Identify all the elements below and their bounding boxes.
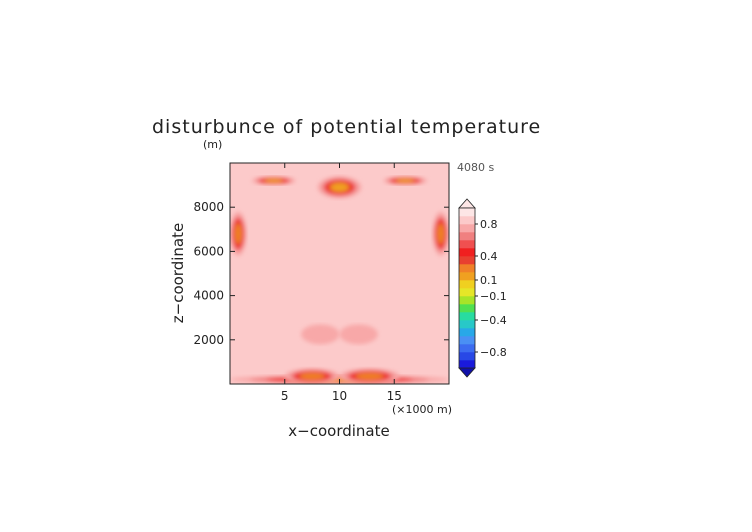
right-side-blob-level <box>437 223 445 244</box>
colorbar-swatch <box>459 208 475 217</box>
bottom-left-blob <box>284 368 340 384</box>
colorbar-swatch <box>459 264 475 273</box>
colorbar-label: −0.1 <box>480 290 507 303</box>
colorbar-swatch <box>459 312 475 321</box>
y-unit-label: (m) <box>203 138 223 151</box>
colorbar-swatch <box>459 216 475 225</box>
colorbar-swatch <box>459 288 475 297</box>
mid-left-blob-level <box>301 324 340 345</box>
colorbar-swatch <box>459 352 475 361</box>
mid-right-blob-level <box>339 324 378 345</box>
x-tick-label: 15 <box>387 389 402 403</box>
bottom-right-blob <box>339 368 400 384</box>
mid-left-blob <box>301 324 340 345</box>
y-tick-label: 4000 <box>193 289 224 303</box>
bottom-left-blob-level <box>299 372 325 380</box>
x-axis-label: x−coordinate <box>288 422 389 440</box>
colorbar-swatch <box>459 320 475 329</box>
y-axis-label: z−coordinate <box>169 223 187 323</box>
colorbar-swatch <box>459 328 475 337</box>
colorbar-swatch <box>459 272 475 281</box>
plot-area <box>229 162 450 385</box>
colorbar-frame <box>458 207 476 369</box>
left-side-blob-level <box>234 223 242 244</box>
colorbar-top-arrow <box>458 198 476 209</box>
time-label: 4080 s <box>457 161 495 174</box>
bottom-right-blob-level <box>355 372 384 380</box>
y-tick-label: 2000 <box>193 333 224 347</box>
colorbar-label: −0.8 <box>480 346 507 359</box>
colorbar-swatch <box>459 344 475 353</box>
ticks: 5 10 15 2000 4000 6000 8000 <box>193 163 449 403</box>
colorbar: 0.8 0.4 0.1 −0.1 −0.4 −0.8 <box>458 198 507 378</box>
chart-title: disturbunce of potential temperature <box>152 116 542 138</box>
colorbar-label: −0.4 <box>480 314 507 327</box>
top-center-plume-core <box>332 184 347 190</box>
colorbar-swatch <box>459 256 475 265</box>
field-group <box>230 163 449 384</box>
top-right-plume-core <box>398 179 412 182</box>
y-tick-label: 6000 <box>193 244 224 258</box>
colorbar-swatch <box>459 360 475 369</box>
colorbar-label: 0.8 <box>480 218 498 231</box>
field-background <box>230 163 449 384</box>
colorbar-bottom-arrow <box>458 367 476 378</box>
x-tick-label: 10 <box>332 389 347 403</box>
top-right-plume <box>383 176 428 186</box>
colorbar-label: 0.4 <box>480 250 498 263</box>
mid-right-blob <box>339 324 378 345</box>
y-tick-label: 8000 <box>193 200 224 214</box>
colorbar-swatch <box>459 240 475 249</box>
right-side-blob <box>432 211 449 256</box>
colorbar-swatch <box>459 296 475 305</box>
colorbar-swatch <box>459 280 475 289</box>
colorbar-swatch <box>459 224 475 233</box>
colorbar-swatch <box>459 232 475 241</box>
left-side-blob <box>230 211 247 256</box>
colorbar-swatch <box>459 304 475 313</box>
colorbar-swatch <box>459 336 475 345</box>
x-tick-label: 5 <box>281 389 289 403</box>
colorbar-label: 0.1 <box>480 274 498 287</box>
colorbar-swatch <box>459 248 475 257</box>
x-unit-label: (×1000 m) <box>392 403 452 416</box>
top-center-plume <box>317 176 362 199</box>
top-left-plume <box>251 176 296 186</box>
top-left-plume-core <box>267 179 281 182</box>
